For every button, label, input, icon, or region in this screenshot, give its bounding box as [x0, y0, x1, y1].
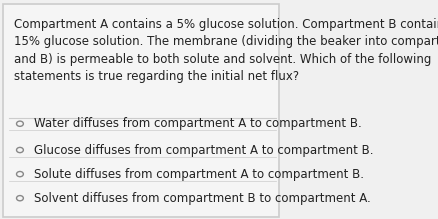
- Text: Water diffuses from compartment A to compartment B.: Water diffuses from compartment A to com…: [34, 117, 362, 130]
- Text: Solute diffuses from compartment A to compartment B.: Solute diffuses from compartment A to co…: [34, 168, 364, 181]
- Text: Glucose diffuses from compartment A to compartment B.: Glucose diffuses from compartment A to c…: [34, 143, 374, 157]
- Text: Solvent diffuses from compartment B to compartment A.: Solvent diffuses from compartment B to c…: [34, 192, 371, 205]
- FancyBboxPatch shape: [3, 4, 279, 217]
- Text: Compartment A contains a 5% glucose solution. Compartment B contains a
15% gluco: Compartment A contains a 5% glucose solu…: [14, 18, 438, 83]
